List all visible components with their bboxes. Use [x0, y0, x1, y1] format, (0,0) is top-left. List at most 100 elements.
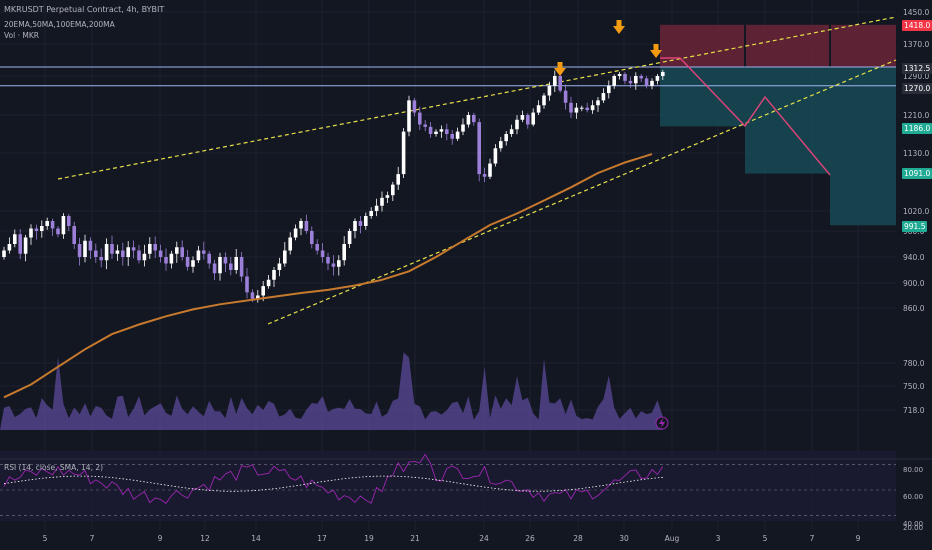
- candle-body: [104, 244, 109, 261]
- lightning-icon[interactable]: [655, 416, 669, 430]
- candle-body: [650, 80, 654, 86]
- time-axis-label: 28: [573, 534, 583, 543]
- signal-arrow-stem: [557, 62, 563, 68]
- candle-body: [115, 250, 120, 254]
- time-axis-label: 9: [158, 534, 163, 543]
- price-axis[interactable]: 1450.01370.01290.01210.01130.01020.0980.…: [903, 8, 929, 415]
- rsi-legend: RSI (14, close, SMA, 14, 2): [4, 463, 104, 472]
- price-axis-label: 1290.0: [903, 72, 929, 81]
- candle-body: [477, 122, 481, 175]
- signal-arrow-head: [554, 68, 566, 76]
- price-tag: 1186.0: [902, 123, 932, 134]
- candle-body: [531, 112, 535, 125]
- candle-body: [617, 74, 622, 76]
- candle-body: [342, 244, 346, 261]
- ema-line: [3, 153, 653, 399]
- upper-trendline: [57, 16, 897, 180]
- time-axis-label: 14: [251, 534, 261, 543]
- candle-body: [67, 216, 71, 226]
- candle-body: [655, 76, 660, 81]
- candle-body: [380, 197, 384, 206]
- time-axis[interactable]: 5 7 9 12 14 17 19 21 24 26 28 30 Aug 3 5 7 9: [43, 534, 861, 543]
- candle-body: [493, 148, 498, 164]
- candle-body: [445, 129, 449, 134]
- candle-body: [553, 76, 557, 86]
- candle-body: [374, 205, 379, 211]
- price-axis-label: 750.0: [903, 382, 925, 391]
- candle-body: [83, 240, 87, 257]
- price-tag: 1270.0: [902, 83, 932, 94]
- candle-body: [434, 131, 438, 134]
- candle-body: [153, 244, 157, 251]
- time-axis-label: 9: [856, 534, 861, 543]
- price-axis-label: 1210.0: [903, 111, 929, 120]
- candle-body: [542, 95, 546, 106]
- candle-body: [547, 85, 552, 96]
- candle-body: [607, 85, 611, 94]
- candle-body: [628, 80, 633, 84]
- candle-body: [509, 129, 514, 134]
- price-axis-label: 900.0: [903, 279, 925, 288]
- price-tag: 1312.5: [902, 63, 932, 74]
- candle-body: [142, 253, 147, 261]
- rsi-axis-label: 80.00: [903, 466, 923, 474]
- price-axis-label: 1450.0: [903, 8, 929, 17]
- candle-body: [196, 250, 201, 261]
- candle-body: [94, 250, 98, 257]
- candle-body: [110, 244, 114, 254]
- rsi-axis-label: 20.00: [903, 524, 923, 532]
- signal-arrow-head: [613, 26, 625, 34]
- candle-body: [590, 105, 595, 111]
- rsi-pane-bg: [0, 451, 896, 521]
- candle-body: [185, 257, 190, 267]
- candle-body: [288, 237, 292, 251]
- candle-body: [401, 131, 406, 175]
- candle-body: [601, 93, 606, 101]
- candle-body: [623, 74, 627, 81]
- candle-body: [412, 100, 417, 113]
- trendlines: [57, 16, 897, 325]
- signal-arrow-head: [650, 50, 662, 58]
- candle-body: [88, 240, 93, 251]
- rsi-line: [3, 453, 664, 505]
- candle-body: [455, 131, 460, 139]
- lower-trendline: [267, 59, 897, 325]
- candle-body: [175, 247, 179, 254]
- price-axis-label: 1370.0: [903, 40, 929, 49]
- price-tag: 1091.0: [902, 168, 932, 179]
- candle-body: [364, 216, 368, 226]
- candle-body: [180, 247, 184, 257]
- time-axis-label: 3: [716, 534, 721, 543]
- candle-body: [439, 129, 444, 132]
- rsi-axis-label: 40.00: [903, 520, 923, 528]
- time-axis-label: 5: [763, 534, 768, 543]
- candle-body: [29, 228, 33, 238]
- candle-body: [391, 184, 395, 196]
- candles: [2, 69, 665, 303]
- candle-body: [612, 76, 616, 86]
- candle-body: [580, 107, 584, 109]
- candle-body: [126, 247, 130, 257]
- indicator-legend: 20EMA,50MA,100EMA,200MA: [4, 20, 115, 29]
- candle-body: [250, 292, 255, 299]
- volume-legend: Vol · MKR: [4, 31, 39, 40]
- candle-body: [293, 228, 298, 238]
- candle-body: [131, 247, 136, 251]
- candle-body: [148, 244, 152, 254]
- candle-body: [320, 250, 325, 257]
- price-axis-label: 1130.0: [903, 149, 929, 158]
- projection-path: [660, 57, 831, 176]
- candle-body: [396, 174, 400, 185]
- candle-body: [326, 257, 330, 264]
- candle-body: [418, 112, 422, 125]
- risk-reward-zones: [0, 24, 896, 226]
- candle-body: [34, 228, 39, 231]
- candle-body: [310, 231, 314, 244]
- candle-body: [99, 257, 103, 261]
- candle-body: [164, 257, 168, 264]
- candle-body: [466, 115, 471, 125]
- time-axis-label: 21: [410, 534, 420, 543]
- candle-body: [45, 221, 49, 226]
- candle-body: [661, 72, 665, 76]
